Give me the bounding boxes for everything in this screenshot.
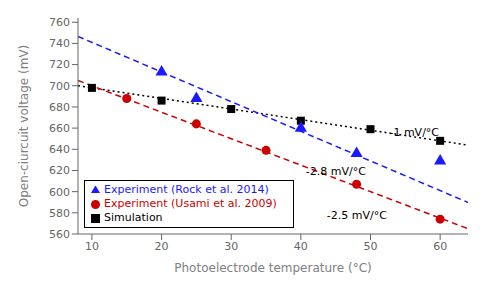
svg-text:10: 10 xyxy=(85,240,99,253)
svg-text:580: 580 xyxy=(49,207,70,220)
html-text:Simulation: Simulation xyxy=(104,211,163,224)
svg-text:700: 700 xyxy=(49,80,70,93)
svg-text:-1 mV/°C: -1 mV/°C xyxy=(389,126,439,139)
svg-text:-2.8 mV/°C: -2.8 mV/°C xyxy=(306,165,366,178)
svg-text:680: 680 xyxy=(49,101,70,114)
svg-text:20: 20 xyxy=(155,240,169,253)
svg-text:720: 720 xyxy=(49,58,70,71)
svg-text:40: 40 xyxy=(294,240,308,253)
svg-text:Photoelectrode temperature (°C: Photoelectrode temperature (°C) xyxy=(174,261,371,275)
svg-text:Open-ciurcuit voltage (mV): Open-ciurcuit voltage (mV) xyxy=(17,45,31,208)
svg-text:50: 50 xyxy=(364,240,378,253)
svg-text:620: 620 xyxy=(49,164,70,177)
svg-text:760: 760 xyxy=(49,16,70,29)
html-text:Experiment (Usami et al. 2009): Experiment (Usami et al. 2009) xyxy=(104,197,277,210)
svg-text:640: 640 xyxy=(49,143,70,156)
svg-text:660: 660 xyxy=(49,122,70,135)
html-text:Experiment (Rock et al. 2014): Experiment (Rock et al. 2014) xyxy=(104,183,269,196)
svg-text:30: 30 xyxy=(224,240,238,253)
svg-text:-2.5 mV/°C: -2.5 mV/°C xyxy=(327,209,387,222)
svg-text:740: 740 xyxy=(49,37,70,50)
svg-text:600: 600 xyxy=(49,186,70,199)
svg-text:560: 560 xyxy=(49,228,70,241)
svg-text:60: 60 xyxy=(433,240,447,253)
